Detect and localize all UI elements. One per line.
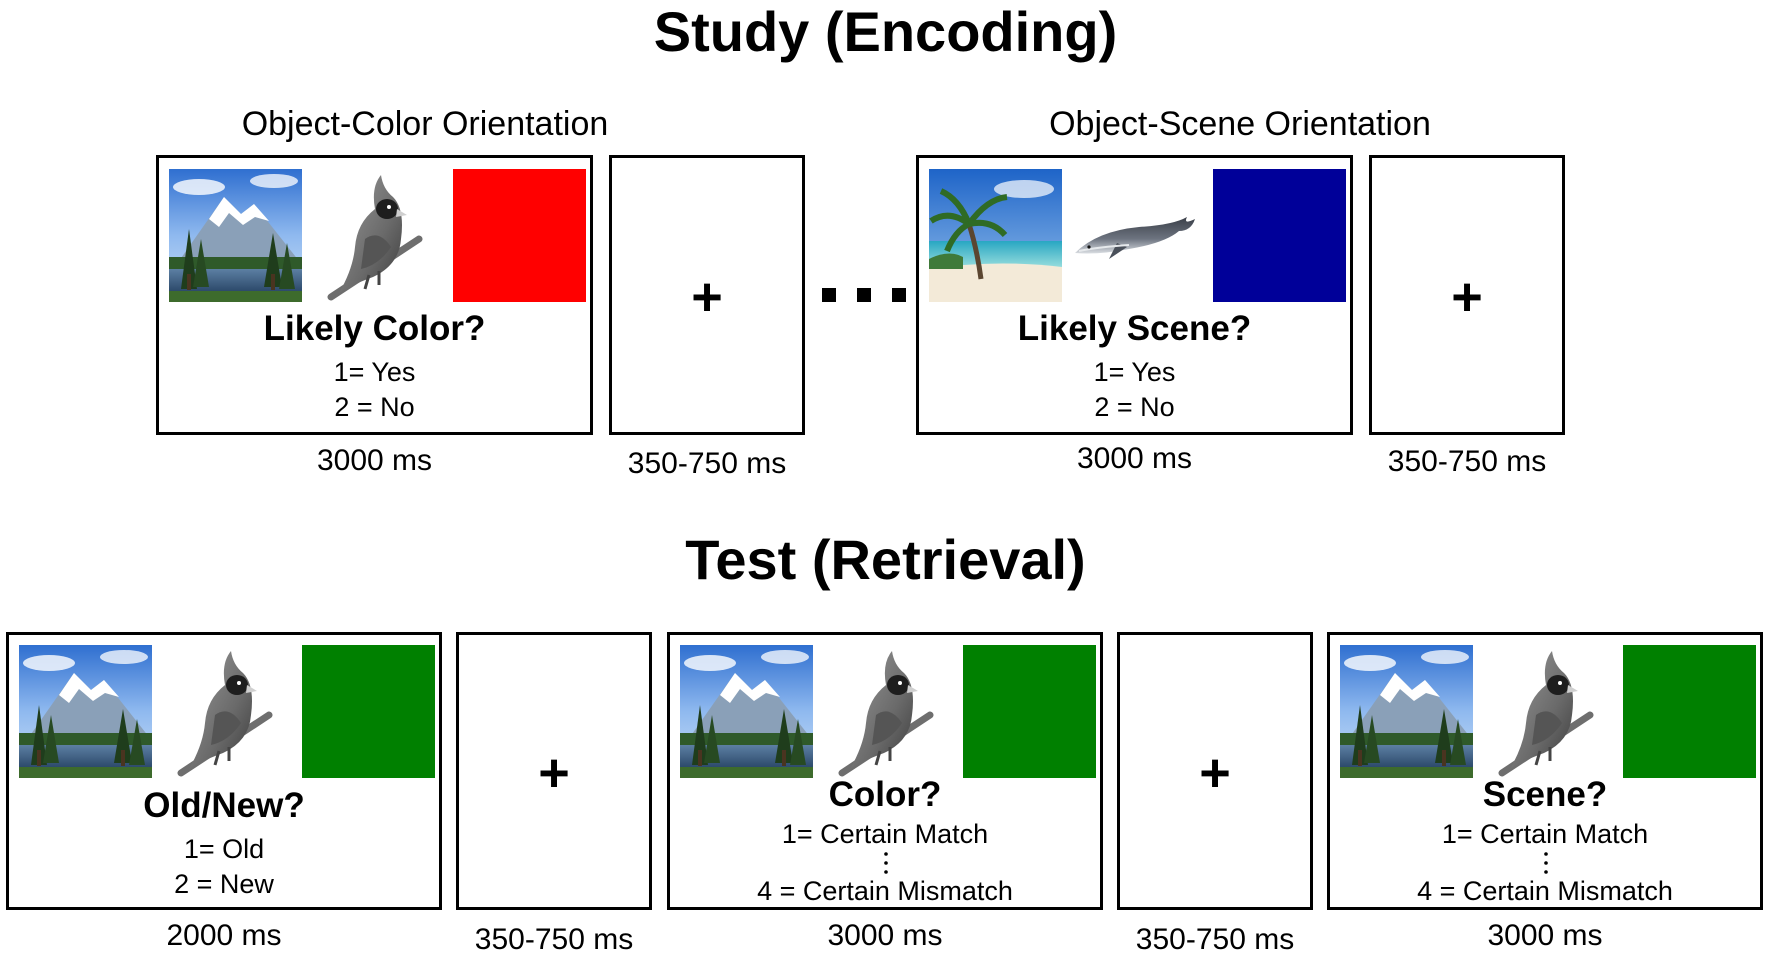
study-scene-trial-frame: Likely Scene? 1= Yes 2 = No xyxy=(916,155,1353,435)
response-option-2: 2 = New xyxy=(174,869,274,899)
fixation-frame: + xyxy=(456,632,652,910)
duration-label: 350-750 ms xyxy=(1387,445,1547,478)
mountain-lake-scene-icon xyxy=(1340,645,1473,778)
question-label: Color? xyxy=(828,775,942,814)
question-label: Scene? xyxy=(1482,775,1608,814)
fixation-cross: + xyxy=(691,267,723,327)
response-option-1: 1= Certain Match xyxy=(781,819,989,849)
fixation-frame: + xyxy=(609,155,805,435)
mountain-lake-scene-icon xyxy=(169,169,302,302)
duration-label: 350-750 ms xyxy=(1135,923,1295,956)
duration-label: 3000 ms xyxy=(1487,919,1603,952)
color-swatch-green xyxy=(963,645,1096,778)
condition-label-object-color: Object-Color Orientation xyxy=(241,105,609,143)
response-option-2: 2 = No xyxy=(334,392,415,422)
duration-label: 3000 ms xyxy=(316,444,433,477)
cardinal-bird-icon xyxy=(159,645,292,778)
response-option-1: 1= Yes xyxy=(1093,357,1176,387)
color-swatch-red xyxy=(453,169,586,302)
fixation-frame: + xyxy=(1117,632,1313,910)
study-color-trial-frame: Likely Color? 1= Yes 2 = No xyxy=(156,155,593,435)
color-swatch-green xyxy=(302,645,435,778)
response-option-1: 1= Certain Match xyxy=(1441,819,1649,849)
fixation-cross: + xyxy=(1199,743,1231,803)
duration-label: 3000 ms xyxy=(1076,442,1193,475)
duration-label: 350-750 ms xyxy=(474,923,634,956)
cardinal-bird-icon xyxy=(820,645,953,778)
response-option-1: 1= Yes xyxy=(333,357,416,387)
cardinal-bird-icon xyxy=(309,169,442,302)
color-swatch-blue xyxy=(1213,169,1346,302)
study-title: Study (Encoding) xyxy=(653,0,1118,63)
vertical-ellipsis-icon xyxy=(884,852,888,874)
test-scene-trial-frame: Scene? 1= Certain Match 4 = Certain Mism… xyxy=(1327,632,1763,910)
duration-label: 2000 ms xyxy=(166,919,282,952)
question-label: Old/New? xyxy=(143,786,305,825)
ellipsis-dots xyxy=(822,288,906,302)
fixation-cross: + xyxy=(1451,267,1483,327)
mountain-lake-scene-icon xyxy=(19,645,152,778)
duration-label: 3000 ms xyxy=(827,919,943,952)
beach-palm-scene-icon xyxy=(929,169,1062,302)
response-option-4: 4 = Certain Mismatch xyxy=(757,876,1013,906)
question-label: Likely Scene? xyxy=(1017,309,1252,348)
response-option-1: 1= Old xyxy=(183,834,265,864)
fixation-cross: + xyxy=(538,743,570,803)
test-title: Test (Retrieval) xyxy=(685,528,1086,591)
test-oldnew-trial-frame: Old/New? 1= Old 2 = New xyxy=(6,632,442,910)
condition-label-object-scene: Object-Scene Orientation xyxy=(1049,105,1431,143)
response-option-2: 2 = No xyxy=(1094,392,1175,422)
cardinal-bird-icon xyxy=(1480,645,1613,778)
whale-icon xyxy=(1069,169,1202,302)
fixation-frame: + xyxy=(1369,155,1565,435)
response-option-4: 4 = Certain Mismatch xyxy=(1417,876,1673,906)
color-swatch-green xyxy=(1623,645,1756,778)
test-color-trial-frame: Color? 1= Certain Match 4 = Certain Mism… xyxy=(667,632,1103,910)
mountain-lake-scene-icon xyxy=(680,645,813,778)
duration-label: 350-750 ms xyxy=(627,447,787,480)
vertical-ellipsis-icon xyxy=(1544,852,1548,874)
question-label: Likely Color? xyxy=(263,309,486,348)
